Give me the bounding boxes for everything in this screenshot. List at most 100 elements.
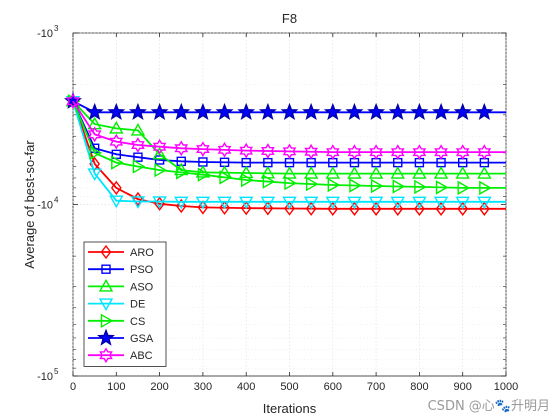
data-point-aso — [109, 120, 124, 134]
data-point-de — [347, 196, 362, 210]
data-point-aso — [368, 166, 384, 179]
data-point-de — [152, 196, 167, 209]
data-point-gsa — [172, 102, 191, 121]
data-point-cs — [457, 180, 471, 196]
data-point-de — [325, 196, 341, 210]
y-tick-exponent: 4 — [54, 196, 59, 205]
data-point-gsa — [85, 102, 104, 121]
data-point-abc — [260, 143, 275, 159]
x-tick-label: 1000 — [494, 381, 518, 393]
series-cs — [67, 94, 506, 196]
legend-label-aso: ASO — [130, 281, 154, 293]
data-point-cs — [154, 162, 168, 178]
y-tick-label: -10 — [37, 28, 53, 40]
y-tick-exponent: 5 — [54, 367, 59, 376]
legend-marker-aso — [98, 278, 114, 292]
data-point-cs — [327, 177, 341, 193]
data-point-cs — [370, 178, 384, 194]
y-tick-exponent: 3 — [54, 24, 59, 33]
series-layer — [64, 91, 506, 217]
data-point-cs — [414, 179, 427, 195]
data-point-gsa — [150, 102, 169, 121]
data-point-aro — [370, 201, 382, 217]
data-point-de — [368, 196, 384, 210]
legend: ARO PSO ASO DE CS GSA ABC — [83, 241, 167, 367]
y-tick-label: -10 — [37, 371, 53, 383]
y-axis-label: Average of best-so-far — [22, 140, 37, 269]
legend-label-aro: ARO — [130, 247, 154, 259]
legend-label-gsa: GSA — [130, 333, 154, 345]
data-point-aro — [392, 201, 404, 217]
data-point-gsa — [345, 102, 364, 121]
data-point-aso — [152, 146, 167, 160]
data-point-cs — [132, 159, 146, 174]
data-point-gsa — [367, 102, 386, 121]
legend-label-pso: PSO — [130, 264, 154, 276]
legend-marker-gsa — [97, 328, 115, 346]
watermark: CSDN @心🐾升明月 — [427, 399, 550, 414]
data-point-aso — [130, 123, 146, 136]
data-point-gsa — [410, 102, 429, 121]
data-point-abc — [326, 144, 340, 160]
legend-marker-aro — [100, 244, 112, 260]
legend-marker-de — [98, 298, 114, 312]
data-point-abc — [131, 137, 145, 153]
data-point-aso — [238, 165, 254, 179]
x-tick-label: 600 — [324, 381, 342, 393]
legend-label-de: DE — [130, 299, 145, 311]
data-point-cs — [240, 172, 254, 188]
data-point-aro — [478, 201, 490, 217]
data-point-de — [238, 196, 254, 210]
data-point-de — [217, 196, 232, 210]
data-point-cs — [479, 180, 492, 196]
data-point-abc — [412, 144, 427, 160]
data-point-abc — [239, 142, 253, 159]
data-point-de — [282, 196, 297, 210]
data-point-gsa — [258, 102, 277, 121]
data-point-de — [174, 196, 189, 210]
x-tick-label: 800 — [410, 381, 428, 393]
data-point-cs — [284, 175, 297, 191]
data-point-gsa — [128, 102, 147, 121]
data-point-abc — [455, 144, 470, 160]
data-point-aro — [457, 201, 469, 217]
data-point-aso — [325, 166, 341, 179]
data-point-aso — [477, 166, 492, 179]
data-point-gsa — [302, 102, 321, 121]
data-point-aso — [455, 166, 470, 179]
data-point-cs — [89, 145, 103, 161]
y-tick-label: -10 — [37, 200, 53, 212]
data-point-de — [303, 196, 319, 210]
data-point-abc — [174, 140, 189, 157]
x-tick-label: 900 — [454, 381, 472, 393]
data-point-abc — [282, 143, 297, 160]
data-point-aro — [435, 201, 447, 217]
data-point-de — [433, 196, 449, 210]
data-point-de — [390, 196, 405, 210]
data-point-abc — [87, 126, 102, 143]
data-point-cs — [435, 180, 449, 195]
data-point-aso — [303, 166, 319, 179]
data-point-abc — [369, 144, 383, 160]
data-point-gsa — [323, 102, 342, 121]
data-point-aro — [219, 200, 230, 215]
data-point-gsa — [388, 102, 407, 121]
data-point-de — [412, 196, 427, 210]
data-point-aro — [349, 201, 360, 217]
data-point-cs — [392, 179, 406, 194]
data-point-pso — [133, 152, 143, 162]
data-point-abc — [477, 144, 492, 160]
x-tick-label: 0 — [70, 381, 76, 393]
data-point-aso — [433, 166, 449, 179]
data-point-aso — [347, 166, 362, 179]
legend-marker-pso — [101, 264, 111, 274]
data-point-gsa — [193, 102, 212, 121]
legend-label-cs: CS — [130, 316, 145, 328]
x-axis-label: Iterations — [263, 401, 317, 416]
data-point-gsa — [107, 102, 126, 121]
series-de — [65, 96, 506, 210]
data-point-aro — [197, 200, 209, 215]
data-point-gsa — [215, 102, 234, 121]
axis-layer: 0 100 200 300 400 500 600 700 800 900 1000-10 3-10 4… — [37, 24, 518, 393]
